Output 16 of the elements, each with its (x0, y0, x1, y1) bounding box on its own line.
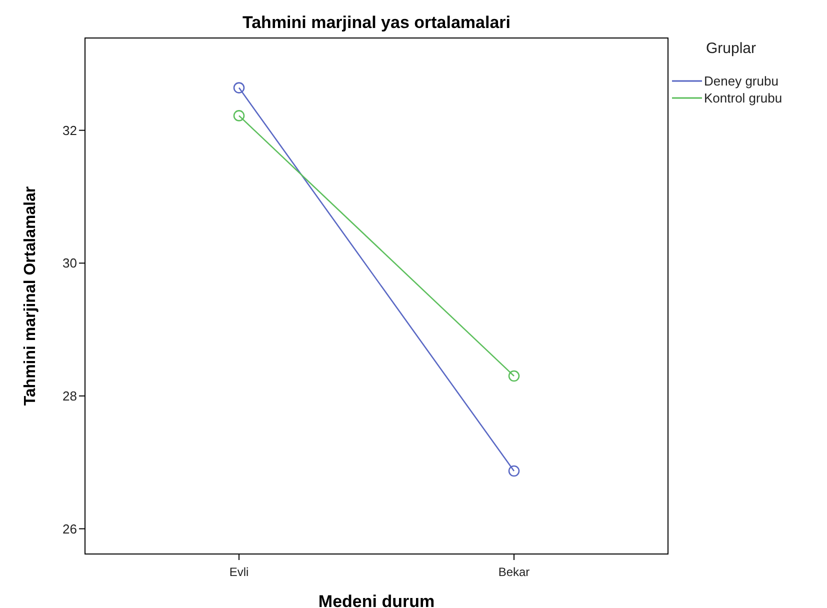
y-tick-label: 28 (62, 388, 77, 404)
y-tick-label: 30 (62, 256, 77, 271)
x-axis-title: Medeni durum (318, 592, 435, 608)
y-tick-label: 26 (62, 521, 77, 536)
point (233, 82, 245, 94)
legend-label: Deney grubu (704, 74, 778, 89)
legend-label: Kontrol grubu (704, 90, 782, 106)
point (508, 465, 520, 477)
y-axis-title: Tahmini marjinal Ortalamalar (22, 186, 39, 406)
y-tick-label: 32 (62, 122, 77, 138)
legend-title: Gruplar (706, 40, 756, 57)
x-tick-label: Bekar (498, 565, 530, 579)
point (508, 370, 520, 382)
point (233, 110, 245, 122)
chart-title: Tahmini marjinal yas ortalamalari (242, 13, 511, 32)
x-tick-label: Evli (229, 565, 249, 579)
